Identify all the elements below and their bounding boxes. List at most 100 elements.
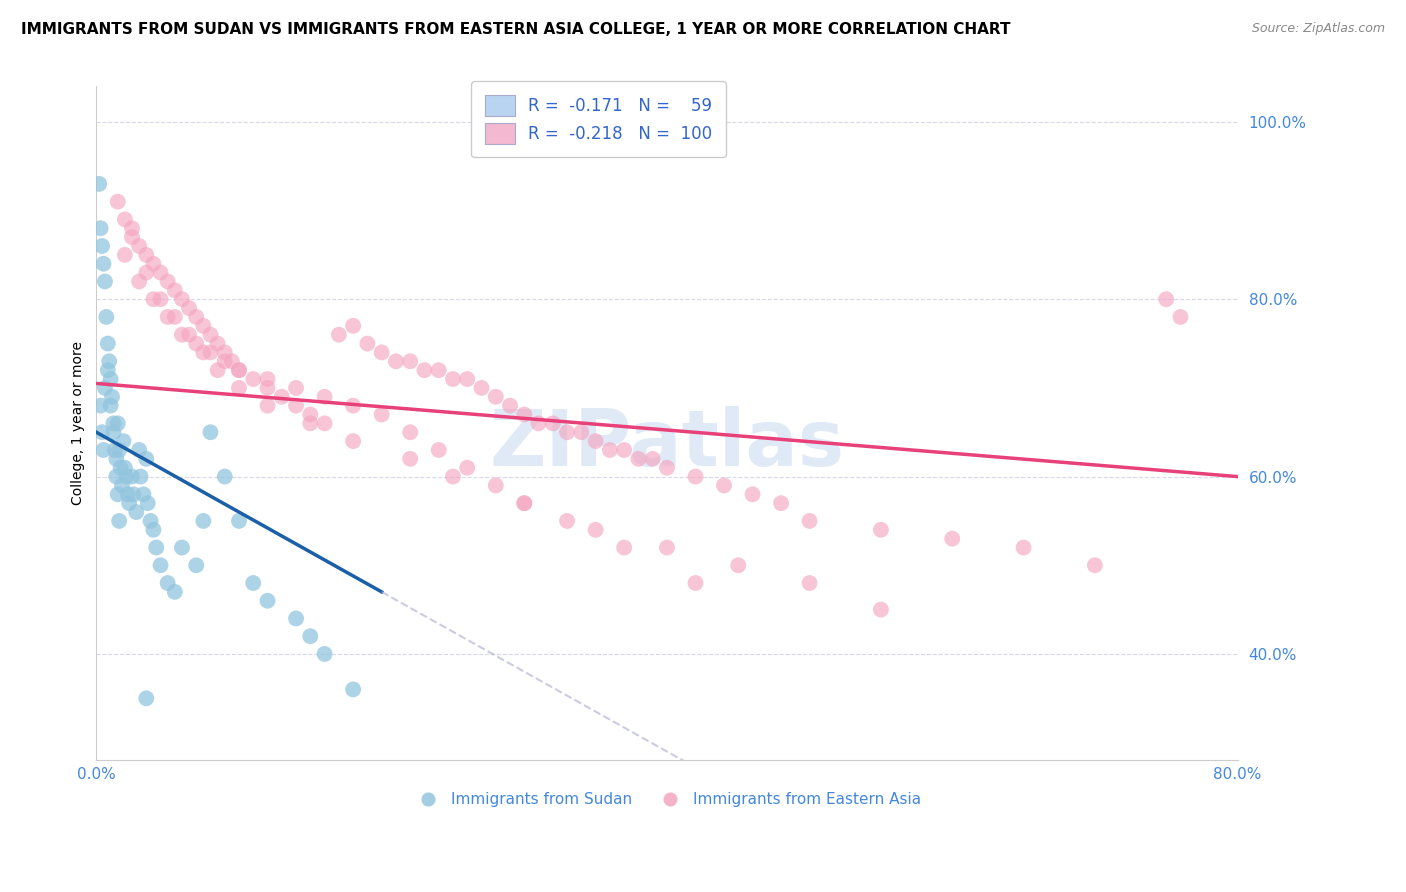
Point bbox=[727, 558, 749, 573]
Point bbox=[655, 460, 678, 475]
Point bbox=[370, 345, 392, 359]
Point bbox=[555, 514, 578, 528]
Text: ZIPatlas: ZIPatlas bbox=[489, 406, 845, 482]
Point bbox=[104, 442, 127, 457]
Point bbox=[93, 442, 115, 457]
Point bbox=[114, 212, 136, 227]
Point bbox=[91, 425, 114, 440]
Point bbox=[121, 469, 143, 483]
Point bbox=[193, 318, 215, 333]
Point bbox=[90, 221, 112, 235]
Point bbox=[98, 354, 121, 368]
Point bbox=[1170, 310, 1192, 324]
Point bbox=[342, 399, 364, 413]
Point bbox=[427, 363, 450, 377]
Point bbox=[103, 425, 125, 440]
Point bbox=[285, 611, 308, 625]
Point bbox=[117, 487, 139, 501]
Point bbox=[118, 496, 141, 510]
Point bbox=[385, 354, 408, 368]
Point bbox=[342, 318, 364, 333]
Point bbox=[115, 469, 138, 483]
Point bbox=[356, 336, 378, 351]
Point bbox=[527, 417, 550, 431]
Point bbox=[200, 327, 222, 342]
Point bbox=[93, 257, 115, 271]
Point bbox=[485, 478, 508, 492]
Point bbox=[100, 399, 122, 413]
Point bbox=[470, 381, 492, 395]
Point bbox=[228, 381, 250, 395]
Point bbox=[103, 417, 125, 431]
Point bbox=[186, 310, 208, 324]
Point bbox=[186, 336, 208, 351]
Point bbox=[342, 434, 364, 449]
Point bbox=[1084, 558, 1107, 573]
Point bbox=[121, 230, 143, 244]
Point bbox=[142, 292, 165, 306]
Point bbox=[94, 381, 117, 395]
Point bbox=[513, 496, 536, 510]
Point bbox=[142, 523, 165, 537]
Point bbox=[242, 576, 264, 591]
Point bbox=[128, 239, 150, 253]
Point bbox=[256, 399, 278, 413]
Point bbox=[163, 283, 186, 297]
Point bbox=[139, 514, 162, 528]
Point bbox=[89, 177, 111, 191]
Point bbox=[370, 408, 392, 422]
Point bbox=[870, 523, 893, 537]
Point bbox=[112, 434, 135, 449]
Point bbox=[541, 417, 564, 431]
Point bbox=[107, 417, 129, 431]
Point bbox=[485, 390, 508, 404]
Point bbox=[228, 514, 250, 528]
Point bbox=[342, 682, 364, 697]
Point bbox=[156, 576, 179, 591]
Point bbox=[685, 469, 707, 483]
Point bbox=[513, 408, 536, 422]
Point bbox=[285, 399, 308, 413]
Point bbox=[170, 327, 193, 342]
Point bbox=[114, 248, 136, 262]
Text: Source: ZipAtlas.com: Source: ZipAtlas.com bbox=[1251, 22, 1385, 36]
Point bbox=[441, 372, 464, 386]
Point bbox=[97, 363, 120, 377]
Point bbox=[91, 239, 114, 253]
Point bbox=[136, 496, 159, 510]
Point bbox=[299, 408, 322, 422]
Point bbox=[314, 417, 336, 431]
Point bbox=[149, 558, 172, 573]
Point bbox=[641, 451, 664, 466]
Point bbox=[256, 372, 278, 386]
Point bbox=[177, 327, 200, 342]
Point bbox=[256, 593, 278, 607]
Point bbox=[200, 345, 222, 359]
Point bbox=[613, 442, 636, 457]
Point bbox=[207, 336, 229, 351]
Point bbox=[713, 478, 735, 492]
Point bbox=[128, 275, 150, 289]
Point bbox=[163, 585, 186, 599]
Point bbox=[685, 576, 707, 591]
Point bbox=[111, 478, 134, 492]
Point bbox=[1012, 541, 1035, 555]
Point bbox=[135, 266, 157, 280]
Point bbox=[163, 310, 186, 324]
Point bbox=[193, 514, 215, 528]
Point bbox=[125, 505, 148, 519]
Point bbox=[741, 487, 763, 501]
Point bbox=[94, 275, 117, 289]
Point bbox=[270, 390, 292, 404]
Point bbox=[101, 390, 124, 404]
Point bbox=[413, 363, 436, 377]
Text: IMMIGRANTS FROM SUDAN VS IMMIGRANTS FROM EASTERN ASIA COLLEGE, 1 YEAR OR MORE CO: IMMIGRANTS FROM SUDAN VS IMMIGRANTS FROM… bbox=[21, 22, 1011, 37]
Point bbox=[214, 345, 236, 359]
Point bbox=[770, 496, 793, 510]
Point bbox=[242, 372, 264, 386]
Point bbox=[156, 275, 179, 289]
Point bbox=[107, 487, 129, 501]
Point bbox=[555, 425, 578, 440]
Point bbox=[221, 354, 243, 368]
Point bbox=[200, 425, 222, 440]
